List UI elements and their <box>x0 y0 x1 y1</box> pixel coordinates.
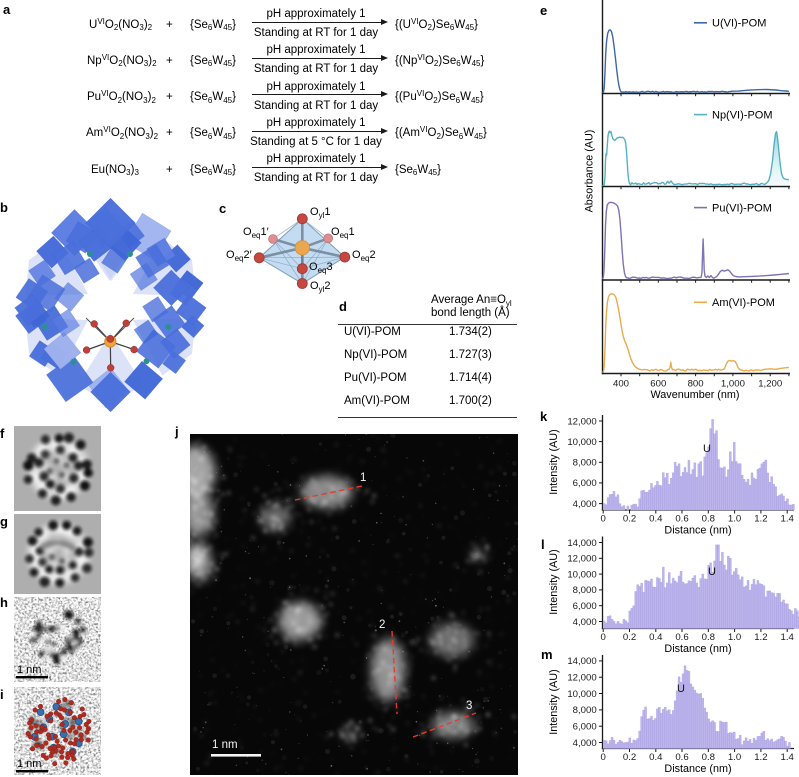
svg-text:400: 400 <box>613 379 629 390</box>
svg-text:Am(VI)-POM: Am(VI)-POM <box>712 297 775 309</box>
svg-text:Distance (nm): Distance (nm) <box>664 643 731 655</box>
svg-text:1,200: 1,200 <box>758 379 782 390</box>
svg-text:1.0: 1.0 <box>728 514 741 525</box>
svg-text:Intensity (AU): Intensity (AU) <box>548 549 560 614</box>
svg-text:0: 0 <box>601 514 606 525</box>
svg-text:10,000: 10,000 <box>567 689 596 700</box>
svg-text:600: 600 <box>650 379 666 390</box>
svg-text:6,000: 6,000 <box>573 722 597 733</box>
svg-text:0.8: 0.8 <box>702 752 715 763</box>
svg-text:1.2: 1.2 <box>754 632 767 643</box>
svg-text:0.8: 0.8 <box>702 632 715 643</box>
svg-text:0.4: 0.4 <box>649 632 663 643</box>
svg-text:10,000: 10,000 <box>567 569 596 580</box>
svg-text:Pu(VI)-POM: Pu(VI)-POM <box>712 202 772 214</box>
svg-text:Wavenumber (nm): Wavenumber (nm) <box>651 389 740 401</box>
svg-text:800: 800 <box>688 379 704 390</box>
svg-text:6,000: 6,000 <box>573 478 597 489</box>
svg-text:1.4: 1.4 <box>781 514 795 525</box>
svg-text:4,000: 4,000 <box>573 499 597 510</box>
svg-text:14,000: 14,000 <box>567 656 596 667</box>
svg-text:1.2: 1.2 <box>754 752 767 763</box>
svg-text:1 nm: 1 nm <box>17 664 41 676</box>
svg-text:8,000: 8,000 <box>573 585 597 596</box>
svg-text:8,000: 8,000 <box>573 458 597 469</box>
svg-text:U: U <box>703 443 711 455</box>
svg-text:12,000: 12,000 <box>567 554 596 565</box>
svg-text:1.0: 1.0 <box>728 752 741 763</box>
svg-text:1 nm: 1 nm <box>17 758 41 770</box>
svg-text:Distance (nm): Distance (nm) <box>664 525 731 537</box>
svg-text:0: 0 <box>601 632 606 643</box>
svg-text:0.2: 0.2 <box>623 752 636 763</box>
svg-text:6,000: 6,000 <box>573 601 597 612</box>
svg-text:0.2: 0.2 <box>623 514 636 525</box>
svg-text:U(VI)-POM: U(VI)-POM <box>712 18 766 30</box>
svg-text:0.6: 0.6 <box>675 752 688 763</box>
svg-text:1,000: 1,000 <box>721 379 745 390</box>
svg-text:4,000: 4,000 <box>573 617 597 628</box>
svg-text:1.0: 1.0 <box>728 632 741 643</box>
svg-text:U: U <box>708 566 716 578</box>
svg-text:0.6: 0.6 <box>675 632 688 643</box>
svg-text:1.4: 1.4 <box>781 752 795 763</box>
svg-text:0: 0 <box>601 752 606 763</box>
svg-text:0.4: 0.4 <box>649 752 663 763</box>
svg-text:Distance (nm): Distance (nm) <box>664 763 731 775</box>
svg-text:4,000: 4,000 <box>573 738 597 749</box>
svg-text:0.4: 0.4 <box>649 514 663 525</box>
svg-text:0.8: 0.8 <box>702 514 715 525</box>
svg-text:0.6: 0.6 <box>675 514 688 525</box>
svg-text:12,000: 12,000 <box>567 416 596 427</box>
svg-text:1 nm: 1 nm <box>212 739 238 751</box>
svg-text:U: U <box>677 683 685 695</box>
svg-text:2: 2 <box>379 619 385 631</box>
svg-text:Np(VI)-POM: Np(VI)-POM <box>712 109 773 121</box>
svg-text:Intensity (AU): Intensity (AU) <box>548 669 560 734</box>
svg-text:Intensity (AU): Intensity (AU) <box>548 429 560 494</box>
svg-text:14,000: 14,000 <box>567 538 596 549</box>
svg-text:3: 3 <box>466 700 472 712</box>
svg-text:1: 1 <box>360 472 366 484</box>
svg-text:Absorbance (AU): Absorbance (AU) <box>584 130 596 213</box>
svg-text:12,000: 12,000 <box>567 673 596 684</box>
svg-text:10,000: 10,000 <box>567 437 596 448</box>
svg-text:8,000: 8,000 <box>573 705 597 716</box>
svg-text:1.2: 1.2 <box>754 514 767 525</box>
svg-text:1.4: 1.4 <box>781 632 795 643</box>
svg-text:0.2: 0.2 <box>623 632 636 643</box>
